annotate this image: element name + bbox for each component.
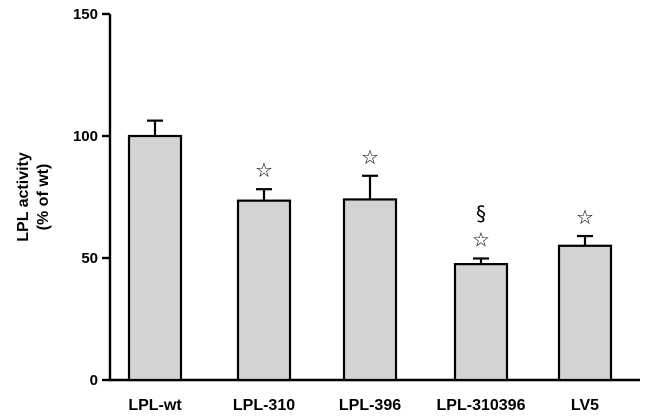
category-labels: LPL-wt LPL-310 LPL-396 LPL-310396 LV5 — [128, 397, 599, 414]
x-tick-label: LV5 — [571, 397, 599, 414]
y-tick-label: 150 — [73, 6, 98, 23]
y-tick-label: 50 — [81, 250, 98, 267]
y-tick-label: 100 — [73, 128, 98, 145]
significance-marker: ☆ — [361, 145, 379, 169]
y-axis-title-line: LPL activity — [15, 152, 32, 242]
significance-marker: ☆ — [255, 158, 273, 182]
bar — [127, 134, 183, 382]
significance-marker: ☆ — [472, 227, 490, 251]
y-axis-title-line: (% of wt) — [35, 164, 52, 231]
y-axis-title: LPL activity (% of wt) — [15, 152, 52, 242]
bar — [557, 244, 613, 382]
bar — [236, 199, 292, 382]
x-tick-label: LPL-310396 — [437, 397, 526, 414]
bar — [342, 198, 398, 382]
x-tick-label: LPL-wt — [128, 397, 182, 414]
bar — [453, 263, 509, 382]
x-tick-label: LPL-396 — [339, 397, 401, 414]
significance-marker: ☆ — [576, 205, 594, 229]
bars: ☆☆☆§ ☆ — [127, 119, 613, 382]
y-axis-label: LPL activity (% of wt) — [15, 152, 52, 242]
significance-marker: § — [476, 201, 486, 225]
x-tick-label: LPL-310 — [233, 397, 295, 414]
y-tick-label: 0 — [90, 372, 98, 389]
axes: 0 50 100 150 — [73, 6, 640, 389]
